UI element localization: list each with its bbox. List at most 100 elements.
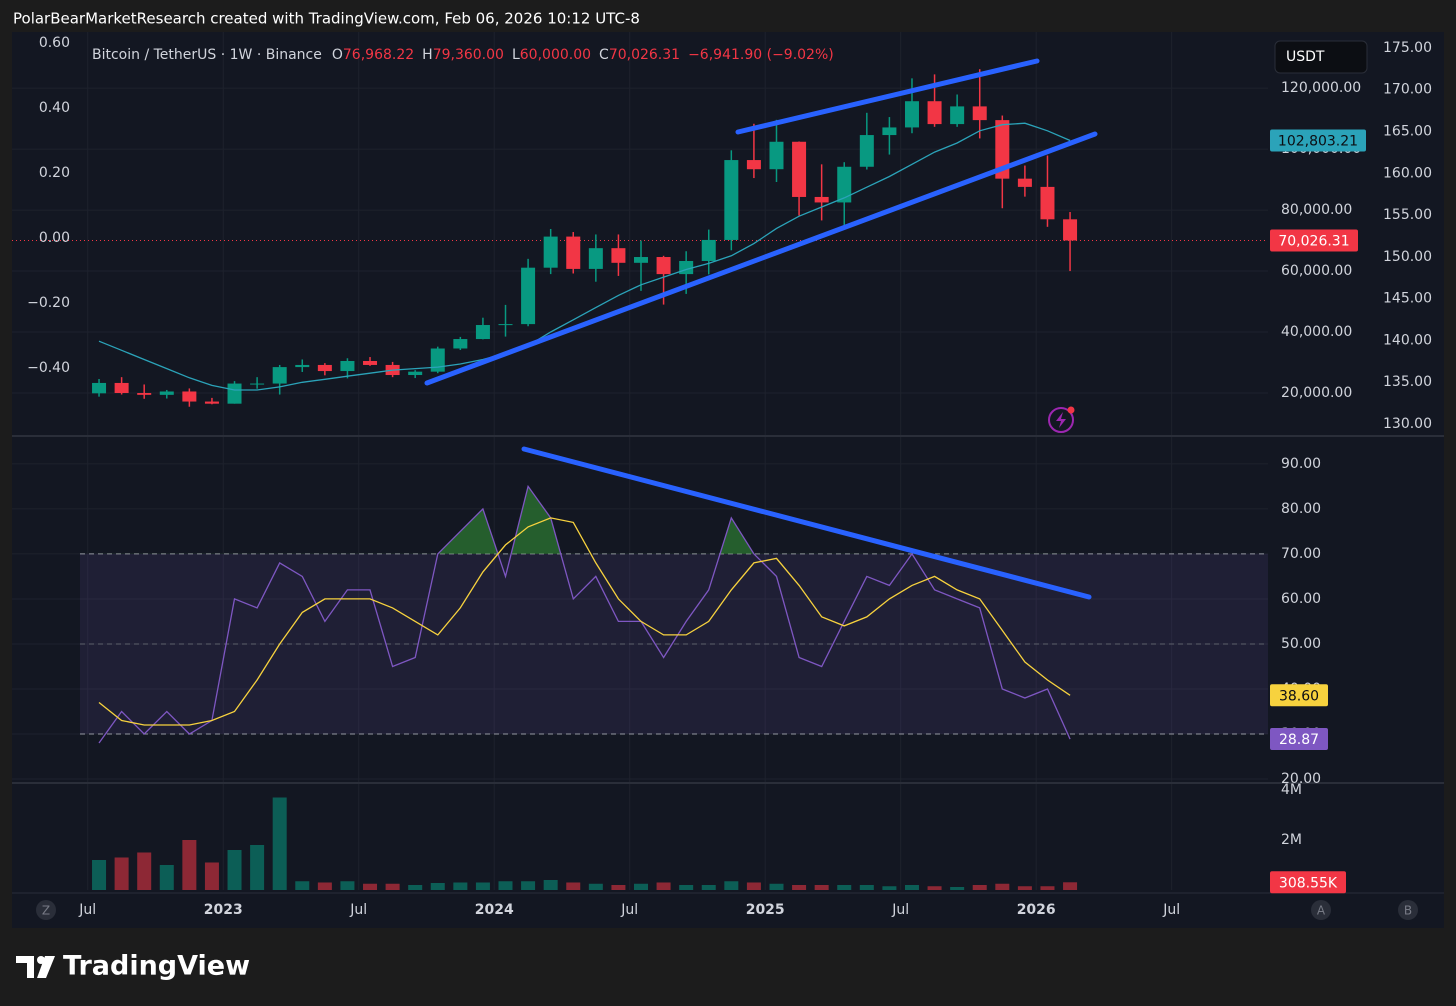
alert-icon[interactable] (1048, 406, 1075, 433)
y-tick-label: 155.00 (1383, 207, 1432, 223)
volume-bar (137, 852, 152, 890)
candle-body (1017, 178, 1032, 187)
moving-average (98, 122, 1071, 391)
last-value-label: 38.60 (1279, 688, 1319, 704)
grid-layer (12, 32, 1268, 890)
volume-bar (250, 845, 265, 890)
volume-bar (972, 885, 987, 890)
volume-bar (995, 883, 1010, 890)
candle-body (814, 196, 829, 203)
y-tick-label: 150.00 (1383, 249, 1432, 265)
x-tick-label: 2026 (1017, 902, 1056, 918)
x-tick-label: Jul (78, 902, 96, 918)
candle-body (995, 120, 1010, 179)
candle-body (92, 382, 107, 394)
volume-bar (475, 882, 490, 890)
currency-button[interactable] (1274, 40, 1368, 74)
volume-bar (927, 886, 942, 890)
y-tick-label: 40,000.00 (1281, 324, 1352, 340)
volume-bar (295, 881, 310, 890)
last-value-label: 308.55K (1279, 875, 1338, 891)
candle-body (837, 166, 852, 203)
x-tick-label: Jul (1162, 902, 1180, 918)
candle-body (543, 236, 558, 268)
volume-bar (521, 881, 536, 890)
y-tick-label: 165.00 (1383, 124, 1432, 140)
zoom-button[interactable] (36, 900, 56, 920)
auto-button-label[interactable]: A (1317, 904, 1326, 918)
y-tick-label: 0.20 (39, 165, 70, 181)
last-value-box (1270, 871, 1346, 894)
candle-body (363, 360, 378, 365)
y-tick-label: 70.00 (1281, 546, 1321, 562)
candle-body (182, 391, 197, 402)
volume-bar (814, 885, 829, 890)
zoom-button-label[interactable]: Z (42, 904, 50, 918)
readout-change: −6,941.90 (−9.02%) (688, 47, 834, 63)
readout-prefix: L (512, 47, 520, 63)
y-tick-label: 50.00 (1281, 636, 1321, 652)
y-tick-label: 170.00 (1383, 82, 1432, 98)
volume-bar (769, 883, 784, 890)
candle-body (250, 383, 265, 385)
overbought-area (437, 486, 913, 554)
y-tick-label: 60.00 (1281, 591, 1321, 607)
readout-value: 70,026.31 (609, 47, 680, 63)
currency-label[interactable]: USDT (1286, 49, 1325, 65)
volume-bar (272, 797, 287, 890)
last-value-label: 70,026.31 (1278, 233, 1349, 249)
candle-body (882, 127, 897, 136)
rsi-line (98, 484, 1071, 744)
candle-body (769, 141, 784, 170)
volume-bar (543, 880, 558, 890)
y-tick-label: 90.00 (1281, 456, 1321, 472)
last-value-box (1270, 129, 1366, 152)
candle-body (114, 382, 129, 394)
alert-bolt[interactable] (1056, 412, 1066, 428)
last-value-box (1270, 684, 1328, 707)
x-tick-label: 2025 (746, 902, 785, 918)
b-button-label[interactable]: B (1404, 904, 1412, 918)
volume-bar (385, 883, 400, 890)
candle-body (633, 257, 649, 263)
logo-part (37, 956, 55, 978)
b-button[interactable] (1398, 900, 1418, 920)
candle-body (972, 106, 987, 121)
volume-bar (340, 881, 355, 890)
volume-bar (408, 885, 423, 890)
y-tick-label: 140.00 (1383, 332, 1432, 348)
candle-body (475, 325, 490, 340)
y-tick-label: 0.00 (39, 230, 70, 246)
trendline (735, 58, 1040, 135)
brand-logo (16, 956, 55, 978)
logo-part (16, 956, 34, 978)
candle-body (1040, 186, 1055, 220)
candle-body (159, 391, 174, 395)
volume-bar (159, 865, 174, 890)
volume-bar (792, 885, 807, 890)
brand-name: TradingView (63, 951, 250, 982)
volume-bar (701, 885, 716, 890)
y-tick-label: 175.00 (1383, 40, 1432, 56)
candle-body (227, 383, 242, 404)
volume-bar (1063, 882, 1078, 890)
credit: PolarBearMarketResearch created with Tra… (13, 10, 640, 28)
candle-body (408, 371, 423, 376)
candle-body (904, 101, 919, 128)
trendlines (424, 58, 1098, 600)
y-tick-label: 160.00 (1383, 165, 1432, 181)
alert-circle[interactable] (1048, 407, 1074, 433)
candle-body (317, 364, 332, 372)
auto-button[interactable] (1311, 900, 1331, 920)
candle-body (792, 141, 807, 197)
marks-layer (92, 69, 1078, 890)
volume-bar (724, 881, 739, 890)
candle-body (611, 248, 626, 263)
y-tick-label: −0.20 (27, 295, 70, 311)
volume-bar (611, 885, 626, 890)
volume-bar (498, 881, 513, 890)
x-tick-label: 2024 (475, 902, 514, 918)
readout-prefix: C (599, 47, 609, 63)
volume-bar (430, 883, 445, 890)
